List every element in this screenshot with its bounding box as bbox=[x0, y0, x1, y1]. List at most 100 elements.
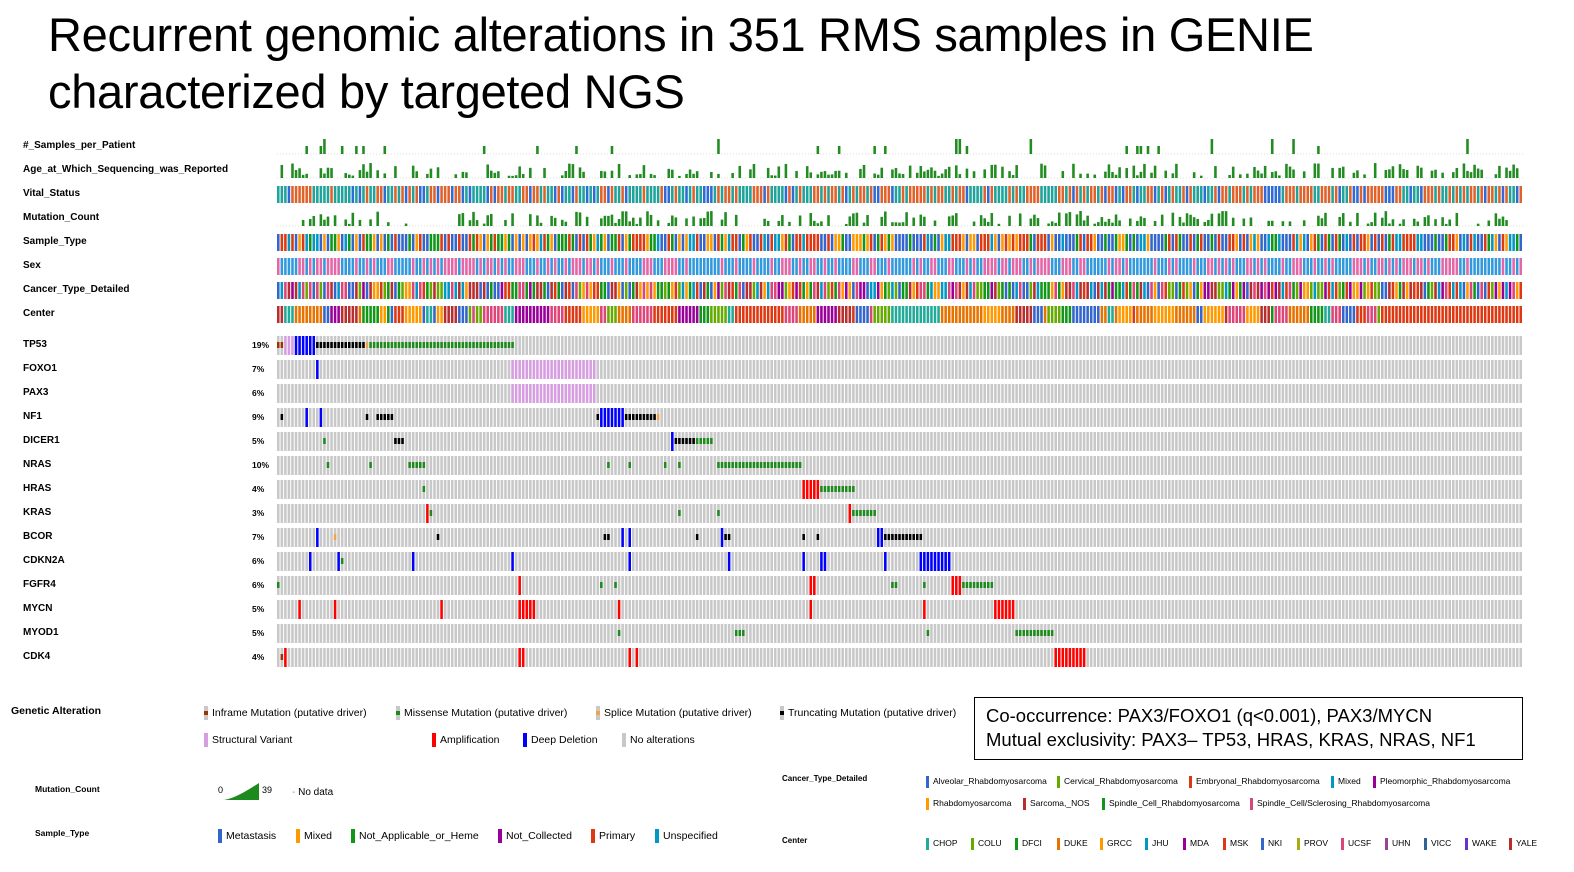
sample-cell bbox=[1207, 456, 1210, 475]
sample-cell bbox=[489, 504, 493, 523]
vital-cell bbox=[326, 186, 330, 203]
sample-cell bbox=[521, 504, 525, 523]
ctype-cell bbox=[962, 282, 965, 299]
sample-cell bbox=[734, 480, 738, 499]
sample-cell bbox=[1203, 480, 1207, 499]
sample-cell bbox=[1157, 336, 1160, 355]
sample-cell bbox=[1157, 360, 1160, 379]
mutation-count-bar bbox=[1267, 220, 1270, 226]
sex-cell bbox=[426, 258, 429, 275]
sample-cell bbox=[1065, 336, 1068, 355]
mutation-mark bbox=[383, 414, 387, 420]
sample-cell bbox=[1455, 480, 1459, 499]
sample-cell bbox=[951, 456, 955, 475]
ctype-cell bbox=[1395, 282, 1398, 299]
age-bar bbox=[1256, 170, 1260, 178]
sample-cell bbox=[1452, 408, 1455, 427]
vital-cell bbox=[390, 186, 394, 203]
sample-cell bbox=[1327, 480, 1331, 499]
sample-cell bbox=[1239, 432, 1242, 451]
sample-cell bbox=[947, 432, 951, 451]
sample-cell bbox=[841, 432, 844, 451]
sample-cell bbox=[482, 504, 486, 523]
sample-cell bbox=[685, 384, 688, 403]
sample-cell bbox=[1327, 336, 1331, 355]
ctype-cell bbox=[1026, 282, 1029, 299]
sample-cell bbox=[976, 336, 979, 355]
sample-cell bbox=[1043, 432, 1047, 451]
vital-cell bbox=[1207, 186, 1210, 203]
sample-cell bbox=[575, 432, 578, 451]
sample-cell bbox=[1036, 384, 1040, 403]
mutation-mark bbox=[628, 414, 631, 420]
sample-cell bbox=[1498, 408, 1501, 427]
sample-cell bbox=[1462, 480, 1466, 499]
center-cell bbox=[571, 306, 575, 323]
age-bar bbox=[805, 166, 809, 178]
sample-cell bbox=[1292, 480, 1295, 499]
track-label: Cancer_Type_Detailed bbox=[23, 284, 130, 295]
ctype-cell bbox=[986, 282, 990, 299]
center-cell bbox=[1036, 306, 1040, 323]
sex-cell bbox=[443, 258, 447, 275]
sample-cell bbox=[1466, 432, 1469, 451]
stype-cell bbox=[507, 234, 511, 251]
sample-cell bbox=[1377, 408, 1381, 427]
sample-cell bbox=[1281, 384, 1285, 403]
sample-cell bbox=[621, 504, 624, 523]
sample-cell bbox=[1157, 384, 1160, 403]
stype-cell bbox=[1082, 234, 1086, 251]
vital-cell bbox=[592, 186, 596, 203]
mutation-mark bbox=[798, 462, 802, 468]
mutation-count-bar bbox=[1114, 214, 1118, 226]
center-cell bbox=[1018, 306, 1022, 323]
sample-cell bbox=[923, 336, 926, 355]
mutation-mark bbox=[379, 342, 383, 348]
sample-cell bbox=[1182, 384, 1185, 403]
stype-cell bbox=[1487, 234, 1491, 251]
mutation-mark bbox=[479, 342, 482, 348]
sample-cell bbox=[1409, 456, 1412, 475]
sample-cell bbox=[1018, 432, 1022, 451]
sample-cell bbox=[1157, 480, 1160, 499]
stype-cell bbox=[458, 234, 461, 251]
vital-cell bbox=[947, 186, 951, 203]
sample-cell bbox=[1292, 360, 1295, 379]
vital-cell bbox=[1292, 186, 1295, 203]
age-bar bbox=[1072, 163, 1075, 178]
sample-cell bbox=[773, 336, 777, 355]
ctype-cell bbox=[1033, 282, 1036, 299]
center-cell bbox=[447, 306, 450, 323]
sample-cell bbox=[1178, 432, 1182, 451]
sample-cell bbox=[468, 504, 472, 523]
sample-cell bbox=[947, 456, 951, 475]
sample-cell bbox=[933, 336, 937, 355]
center-cell bbox=[752, 306, 756, 323]
stype-cell bbox=[546, 234, 550, 251]
sample-cell bbox=[1114, 360, 1118, 379]
stype-cell bbox=[1455, 234, 1459, 251]
sample-cell bbox=[284, 384, 287, 403]
sample-cell bbox=[1203, 336, 1207, 355]
sample-cell bbox=[1150, 432, 1153, 451]
sample-cell bbox=[972, 456, 976, 475]
vital-cell bbox=[1455, 186, 1459, 203]
vital-cell bbox=[1281, 186, 1285, 203]
ctype-cell bbox=[781, 282, 784, 299]
sample-cell bbox=[280, 360, 284, 379]
sample-cell bbox=[1402, 384, 1405, 403]
sample-cell bbox=[1121, 384, 1125, 403]
sample-cell bbox=[1423, 384, 1427, 403]
sample-cell bbox=[731, 408, 734, 427]
sample-cell bbox=[433, 480, 436, 499]
sample-cell bbox=[1480, 480, 1483, 499]
mutation-count-bar bbox=[919, 214, 923, 226]
sample-cell bbox=[1026, 408, 1029, 427]
sample-cell bbox=[1331, 360, 1334, 379]
sample-cell bbox=[1008, 360, 1011, 379]
sample-cell bbox=[1192, 408, 1196, 427]
sample-cell bbox=[837, 384, 841, 403]
sample-cell bbox=[628, 504, 631, 523]
center-cell bbox=[884, 306, 887, 323]
age-bar bbox=[610, 170, 614, 178]
